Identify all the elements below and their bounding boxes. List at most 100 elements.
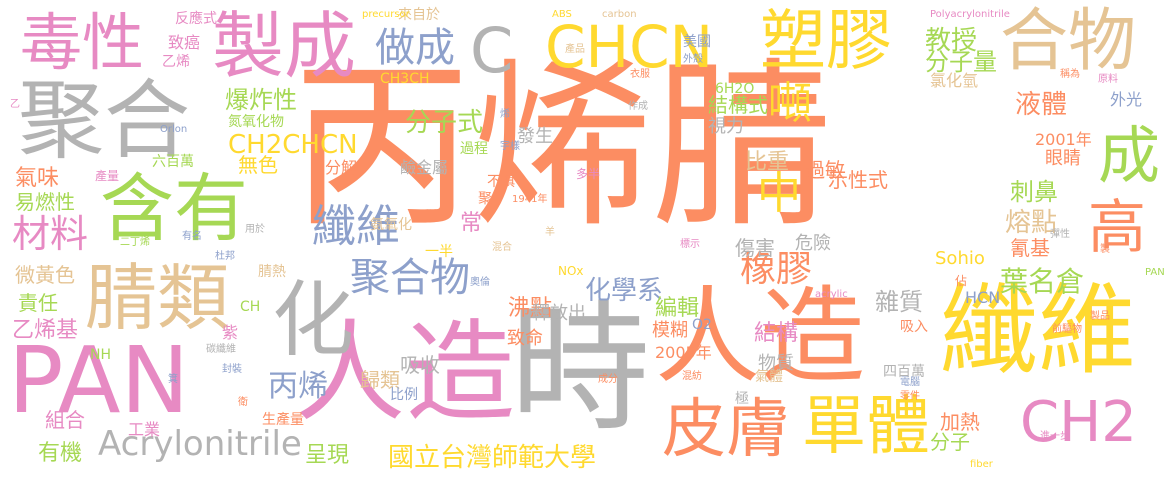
word: 一半 bbox=[425, 244, 453, 260]
word: NH bbox=[90, 347, 111, 363]
word: PAN bbox=[1145, 267, 1165, 278]
word: 作成 bbox=[628, 101, 648, 112]
word: 氣味 bbox=[15, 166, 60, 191]
word: 比例 bbox=[390, 387, 418, 403]
word: NOx bbox=[558, 264, 584, 278]
word: 混紡 bbox=[682, 371, 702, 382]
word: 國立台灣師範大學 bbox=[388, 443, 597, 473]
word: 責任 bbox=[18, 291, 58, 315]
word: 箕 bbox=[168, 374, 178, 385]
word: 碳纖維 bbox=[206, 344, 236, 355]
word: 雜質 bbox=[875, 288, 923, 316]
word: 釋放出 bbox=[532, 303, 586, 324]
word: 示性式 bbox=[828, 168, 888, 192]
word: 中 bbox=[757, 168, 801, 219]
word: 傷害 bbox=[735, 236, 775, 260]
word: 零件 bbox=[900, 391, 920, 402]
word: 來自於 bbox=[398, 7, 440, 23]
word: 稱為 bbox=[1060, 69, 1080, 80]
word: CH3CH bbox=[380, 71, 430, 87]
word: 有名 bbox=[182, 231, 202, 242]
word: 微黃色 bbox=[15, 263, 75, 287]
word: fiber bbox=[970, 459, 993, 470]
word: 衣服 bbox=[630, 69, 650, 80]
word: 塑膠 bbox=[760, 2, 892, 79]
word: 呈現 bbox=[305, 443, 350, 468]
word: 標示 bbox=[680, 239, 700, 250]
word: 液體 bbox=[1015, 90, 1068, 120]
word: 結構 bbox=[754, 321, 799, 346]
word: 製 bbox=[1100, 244, 1110, 255]
word: 有機 bbox=[38, 441, 83, 466]
word: 材料 bbox=[12, 212, 89, 256]
word: 教授 bbox=[925, 26, 978, 56]
word: 高 bbox=[1088, 193, 1147, 261]
word: 氣體 bbox=[755, 369, 783, 385]
word: 結構式 bbox=[708, 93, 768, 117]
word: 氨氧化 bbox=[370, 217, 412, 233]
word: 常 bbox=[460, 211, 483, 236]
word: 噸 bbox=[768, 78, 812, 129]
word: 熔點 bbox=[1005, 208, 1058, 238]
word: 過程 bbox=[460, 141, 488, 157]
word: 乙烯 bbox=[162, 54, 190, 70]
word: 烯 bbox=[500, 109, 510, 120]
word: 模糊 bbox=[652, 320, 688, 341]
word: 致癌 bbox=[168, 33, 201, 52]
word: 反應式 bbox=[175, 11, 217, 27]
word: 危險 bbox=[795, 233, 831, 254]
word: 時 bbox=[510, 288, 651, 451]
word: 1941年 bbox=[512, 194, 548, 205]
word: 分子式 bbox=[405, 108, 484, 138]
word: 爆炸性 bbox=[225, 86, 297, 114]
word: acrylic bbox=[815, 289, 848, 300]
word: 乙烯基 bbox=[12, 318, 79, 343]
word: 四百萬 bbox=[883, 364, 925, 380]
word: 成 bbox=[1098, 119, 1161, 192]
word: 做成 bbox=[375, 25, 455, 71]
word: precursor bbox=[362, 9, 410, 20]
word: 聚合物 bbox=[350, 255, 470, 301]
word: 宇樣 bbox=[500, 141, 520, 152]
word: 原料 bbox=[1098, 74, 1118, 85]
word: Orlon bbox=[160, 124, 188, 135]
word: 二丁烯 bbox=[120, 237, 150, 248]
word: 多半 bbox=[576, 167, 601, 181]
word: 美國 bbox=[683, 34, 711, 50]
word: 纖維 bbox=[312, 201, 400, 252]
word: 吸收 bbox=[400, 353, 440, 377]
word: 混合 bbox=[492, 242, 512, 253]
word: 製品 bbox=[1090, 311, 1110, 322]
word: 鹼金屬 bbox=[400, 158, 449, 177]
word: 佔 bbox=[955, 274, 968, 288]
word: HCN bbox=[965, 288, 1001, 307]
word: 前驅物 bbox=[1052, 324, 1082, 335]
word: 腈熱 bbox=[258, 264, 286, 280]
word: 物質 bbox=[758, 353, 794, 374]
word: 單體 bbox=[802, 390, 930, 464]
word: CH bbox=[240, 299, 261, 315]
word: Acrylonitrile bbox=[98, 424, 302, 464]
word: 不慎 bbox=[487, 174, 515, 190]
word: 極 bbox=[735, 391, 749, 407]
word: 氯化氫 bbox=[930, 71, 979, 90]
word: 製成 bbox=[212, 4, 357, 88]
word: PAN bbox=[8, 327, 190, 434]
word: 六百萬 bbox=[152, 154, 194, 170]
word: 化 bbox=[272, 273, 355, 368]
word: 聚 bbox=[478, 191, 492, 207]
word: 視力 bbox=[708, 116, 744, 137]
word: CHCN bbox=[545, 13, 713, 81]
word: 外光 bbox=[1110, 90, 1143, 109]
word: 分子量 bbox=[925, 48, 997, 76]
word: 腈類 bbox=[85, 256, 230, 340]
word: 葉名倉 bbox=[1000, 265, 1085, 298]
word: 毒性 bbox=[20, 6, 145, 79]
word: ABS bbox=[552, 9, 572, 20]
word: 2005年 bbox=[655, 343, 712, 362]
word: 橡膠 bbox=[740, 249, 813, 290]
word: 丙烯 bbox=[268, 369, 328, 404]
word: 歸類 bbox=[360, 368, 400, 392]
word: 分子 bbox=[930, 430, 970, 454]
word: 2001年 bbox=[1035, 130, 1092, 149]
